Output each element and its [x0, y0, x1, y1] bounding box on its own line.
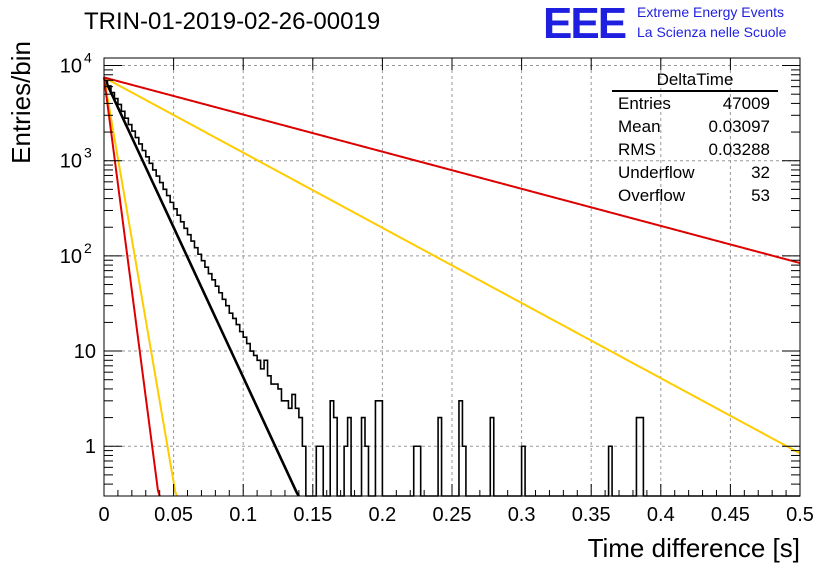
x-axis-label: Time difference [s]	[588, 533, 800, 563]
grid	[104, 58, 800, 496]
fit-curves	[102, 76, 801, 497]
eee-logo-mark: EEE	[543, 0, 627, 48]
y-tick-label: 10	[60, 151, 82, 173]
stats-row-entries: Entries 47009	[612, 92, 778, 115]
y-tick-exponent: 4	[84, 50, 92, 66]
fit-curve	[103, 77, 161, 497]
stats-label: Underflow	[618, 163, 695, 182]
y-tick-exponent: 3	[84, 145, 92, 161]
y-tick-label: 10	[74, 341, 96, 363]
stats-label: Overflow	[618, 186, 686, 205]
x-tick-label: 0.2	[368, 504, 396, 526]
y-tick-label: 10	[60, 56, 82, 78]
x-tick-label: 0.3	[508, 504, 536, 526]
y-tick-label: 1	[85, 436, 96, 458]
stats-row-mean: Mean 0.03097	[612, 115, 778, 138]
x-tick-label: 0.1	[229, 504, 257, 526]
x-axis-ticks: 0 0.05 0.1 0.15 0.2 0.25 0.3 0.35 0.4 0.45 0.5	[98, 58, 814, 526]
x-tick-label: 0.25	[433, 504, 472, 526]
stats-value: 53	[751, 186, 770, 205]
logo-line-2: La Scienza nelle Scuole	[637, 24, 787, 40]
stats-label: Entries	[618, 94, 671, 113]
x-tick-label: 0.15	[293, 504, 332, 526]
stats-label: RMS	[618, 140, 656, 159]
stats-value: 0.03288	[708, 140, 770, 159]
stats-row-rms: RMS 0.03288	[612, 138, 778, 161]
chart-title: TRIN-01-2019-02-26-00019	[84, 8, 381, 35]
stats-value: 47009	[722, 94, 770, 113]
stats-box: DeltaTime Entries 47009 Mean 0.03097 RMS…	[612, 70, 778, 207]
y-tick-exponent: 2	[84, 240, 92, 256]
fit-curve	[102, 76, 300, 497]
stats-row-underflow: Underflow 32	[612, 161, 778, 184]
stats-label: Mean	[618, 117, 661, 136]
logo-line-1: Extreme Energy Events	[637, 4, 785, 20]
y-axis-label: Entries/bin	[6, 41, 36, 164]
fit-curve	[103, 76, 801, 455]
histogram-steps	[104, 78, 800, 497]
x-tick-label: 0.05	[154, 504, 193, 526]
stats-value: 32	[751, 163, 770, 182]
y-tick-label: 10	[60, 246, 82, 268]
stats-value: 0.03097	[708, 117, 770, 136]
x-tick-label: 0.45	[711, 504, 750, 526]
stats-row-overflow: Overflow 53	[612, 184, 778, 207]
stats-box-name: DeltaTime	[612, 70, 778, 92]
x-tick-label: 0.35	[572, 504, 611, 526]
histogram	[104, 78, 800, 497]
x-tick-label: 0.5	[786, 504, 814, 526]
x-tick-label: 0	[98, 504, 109, 526]
fit-curve	[103, 76, 801, 264]
fit-curve	[103, 77, 178, 497]
x-tick-label: 0.4	[647, 504, 675, 526]
